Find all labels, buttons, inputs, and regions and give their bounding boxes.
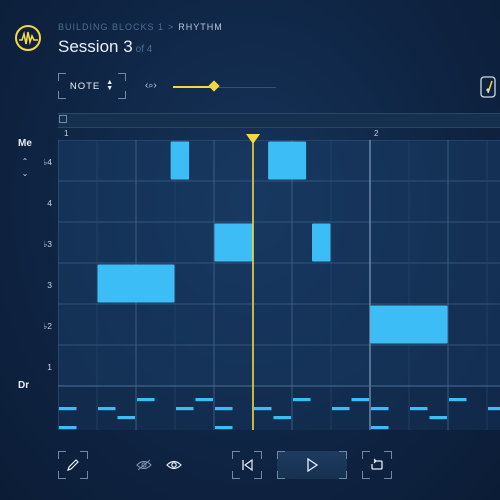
metronome-icon[interactable]	[480, 76, 496, 98]
pitch-label-1: 1	[47, 362, 52, 372]
pitch-label-4: 4	[47, 198, 52, 208]
zoom-slider-track[interactable]	[173, 87, 276, 88]
melody-note[interactable]	[170, 141, 190, 180]
play-icon	[307, 458, 319, 472]
skip-back-icon	[242, 458, 253, 472]
pencil-icon	[67, 459, 79, 471]
piano-roll-grid[interactable]	[58, 140, 500, 430]
playhead-handle[interactable]	[246, 134, 260, 144]
melody-note[interactable]	[97, 264, 175, 303]
timeline-start-marker[interactable]	[59, 115, 67, 123]
bar-number-1: 1	[64, 129, 69, 138]
note-mode-select[interactable]: NOTE ▲ ▼	[58, 73, 126, 99]
session-count: of 4	[135, 44, 153, 55]
melody-note[interactable]	[370, 305, 448, 344]
up-down-chevron-icon: ▲ ▼	[106, 79, 115, 92]
page-title: Session 3 of 4	[58, 37, 152, 57]
drum-track-label: Dr	[18, 380, 30, 391]
zoom-magnifier-icon[interactable]: ‹⌕›	[145, 80, 157, 91]
drum-hit[interactable]	[273, 416, 292, 420]
drum-hit[interactable]	[195, 398, 214, 402]
drum-hit[interactable]	[215, 407, 233, 411]
drum-hit[interactable]	[254, 407, 272, 411]
breadcrumb-separator: >	[168, 22, 175, 32]
show-notes-button[interactable]	[164, 455, 184, 475]
loop-button[interactable]	[362, 451, 392, 479]
pitch-label-b4: ♭4	[43, 157, 52, 167]
drum-hit[interactable]	[488, 407, 500, 411]
drum-hit[interactable]	[410, 407, 428, 411]
drum-hit[interactable]	[351, 398, 370, 402]
breadcrumb: BUILDING BLOCKS 1 > RHYTHM	[58, 22, 223, 32]
octave-shift-control[interactable]: ⌃ ⌄	[17, 156, 33, 186]
drum-hit[interactable]	[215, 426, 233, 430]
pitch-label-b3: ♭3	[43, 239, 52, 249]
breadcrumb-current: RHYTHM	[178, 22, 223, 32]
melody-note[interactable]	[312, 223, 331, 262]
drum-hit[interactable]	[117, 416, 136, 420]
draw-tool-button[interactable]	[58, 451, 88, 479]
chevron-down-icon[interactable]: ⌄	[21, 169, 29, 178]
drum-hit[interactable]	[429, 416, 448, 420]
melody-track-label: Me	[18, 138, 32, 149]
eye-slash-icon	[136, 459, 152, 471]
note-mode-label: NOTE	[69, 80, 101, 92]
drum-hit[interactable]	[176, 407, 194, 411]
drum-hit[interactable]	[449, 398, 467, 402]
timeline-ruler[interactable]	[58, 113, 500, 128]
app-logo-icon	[15, 25, 41, 51]
pitch-label-b2: ♭2	[43, 321, 52, 331]
bar-number-2: 2	[374, 129, 379, 138]
loop-icon	[371, 458, 383, 470]
hide-notes-button[interactable]	[134, 455, 154, 475]
zoom-slider-handle[interactable]	[208, 80, 220, 92]
zoom-slider-fill	[173, 86, 215, 88]
drum-lane-background	[58, 386, 500, 430]
session-title: Session 3	[58, 37, 133, 56]
breadcrumb-course[interactable]: BUILDING BLOCKS 1	[58, 22, 165, 32]
eye-icon	[166, 460, 182, 470]
drum-hit[interactable]	[371, 426, 389, 430]
drum-hit[interactable]	[332, 407, 350, 411]
melody-note[interactable]	[214, 223, 253, 262]
drum-hit[interactable]	[137, 398, 155, 402]
drum-hit[interactable]	[59, 426, 77, 430]
drum-hit[interactable]	[293, 398, 311, 402]
playhead-triangle[interactable]	[246, 134, 260, 144]
play-button[interactable]	[277, 451, 347, 479]
drum-hit[interactable]	[371, 407, 389, 411]
drum-hit[interactable]	[98, 407, 116, 411]
drum-hit[interactable]	[59, 407, 77, 411]
pitch-label-3: 3	[47, 280, 52, 290]
chevron-up-icon[interactable]: ⌃	[21, 157, 29, 166]
melody-note[interactable]	[268, 141, 307, 180]
rewind-button[interactable]	[232, 451, 262, 479]
